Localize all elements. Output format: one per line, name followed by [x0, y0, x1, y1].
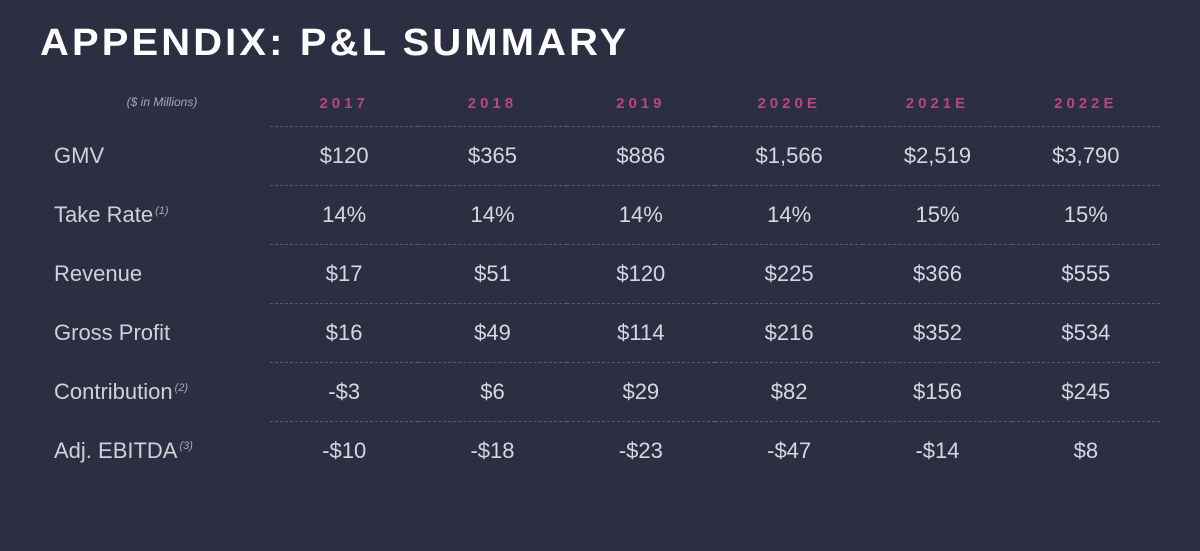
- table-row: Contribution(2) -$3 $6 $29 $82 $156 $245: [40, 363, 1160, 422]
- cell: $366: [863, 245, 1011, 304]
- table-row: GMV $120 $365 $886 $1,566 $2,519 $3,790: [40, 127, 1160, 186]
- cell: $156: [863, 363, 1011, 422]
- cell: -$14: [863, 422, 1011, 481]
- cell: $49: [418, 304, 566, 363]
- cell: $555: [1012, 245, 1160, 304]
- cell: $16: [270, 304, 418, 363]
- year-header: 2022E: [1012, 87, 1160, 127]
- row-label: Contribution(2): [40, 363, 270, 422]
- cell: $3,790: [1012, 127, 1160, 186]
- cell: $8: [1012, 422, 1160, 481]
- row-footnote: (3): [179, 440, 192, 452]
- cell: 15%: [1012, 186, 1160, 245]
- row-label-text: Gross Profit: [54, 320, 170, 345]
- row-label-text: Contribution: [54, 379, 173, 404]
- row-label: GMV: [40, 127, 270, 186]
- table-row: Adj. EBITDA(3) -$10 -$18 -$23 -$47 -$14 …: [40, 422, 1160, 481]
- cell: $6: [418, 363, 566, 422]
- cell: $245: [1012, 363, 1160, 422]
- cell: 14%: [567, 186, 715, 245]
- row-label-text: GMV: [54, 143, 104, 168]
- cell: $114: [567, 304, 715, 363]
- row-label: Gross Profit: [40, 304, 270, 363]
- cell: 14%: [270, 186, 418, 245]
- row-footnote: (1): [155, 205, 168, 217]
- row-label: Take Rate(1): [40, 186, 270, 245]
- cell: -$10: [270, 422, 418, 481]
- table-row: Revenue $17 $51 $120 $225 $366 $555: [40, 245, 1160, 304]
- year-header: 2019: [567, 87, 715, 127]
- cell: -$23: [567, 422, 715, 481]
- cell: $216: [715, 304, 863, 363]
- cell: $51: [418, 245, 566, 304]
- cell: -$3: [270, 363, 418, 422]
- cell: $120: [567, 245, 715, 304]
- year-header: 2017: [270, 87, 418, 127]
- cell: $534: [1012, 304, 1160, 363]
- table-header: ($ in Millions) 2017 2018 2019 2020E 202…: [40, 87, 1160, 127]
- cell: $352: [863, 304, 1011, 363]
- cell: -$47: [715, 422, 863, 481]
- cell: $29: [567, 363, 715, 422]
- year-header: 2021E: [863, 87, 1011, 127]
- slide: APPENDIX: P&L SUMMARY ($ in Millions) 20…: [0, 0, 1200, 551]
- row-label: Adj. EBITDA(3): [40, 422, 270, 481]
- row-label-text: Take Rate: [54, 202, 153, 227]
- page-title: APPENDIX: P&L SUMMARY: [40, 22, 1200, 65]
- cell: -$18: [418, 422, 566, 481]
- row-footnote: (2): [175, 382, 188, 394]
- cell: $2,519: [863, 127, 1011, 186]
- table-body: GMV $120 $365 $886 $1,566 $2,519 $3,790 …: [40, 127, 1160, 481]
- year-header: 2018: [418, 87, 566, 127]
- cell: $82: [715, 363, 863, 422]
- table-row: Gross Profit $16 $49 $114 $216 $352 $534: [40, 304, 1160, 363]
- cell: $1,566: [715, 127, 863, 186]
- cell: 14%: [418, 186, 566, 245]
- units-note: ($ in Millions): [40, 87, 270, 127]
- cell: $120: [270, 127, 418, 186]
- pl-table: ($ in Millions) 2017 2018 2019 2020E 202…: [40, 87, 1160, 480]
- row-label-text: Adj. EBITDA: [54, 438, 177, 463]
- row-label: Revenue: [40, 245, 270, 304]
- cell: 14%: [715, 186, 863, 245]
- cell: $17: [270, 245, 418, 304]
- year-header: 2020E: [715, 87, 863, 127]
- cell: $365: [418, 127, 566, 186]
- table-row: Take Rate(1) 14% 14% 14% 14% 15% 15%: [40, 186, 1160, 245]
- row-label-text: Revenue: [54, 261, 142, 286]
- cell: 15%: [863, 186, 1011, 245]
- cell: $886: [567, 127, 715, 186]
- cell: $225: [715, 245, 863, 304]
